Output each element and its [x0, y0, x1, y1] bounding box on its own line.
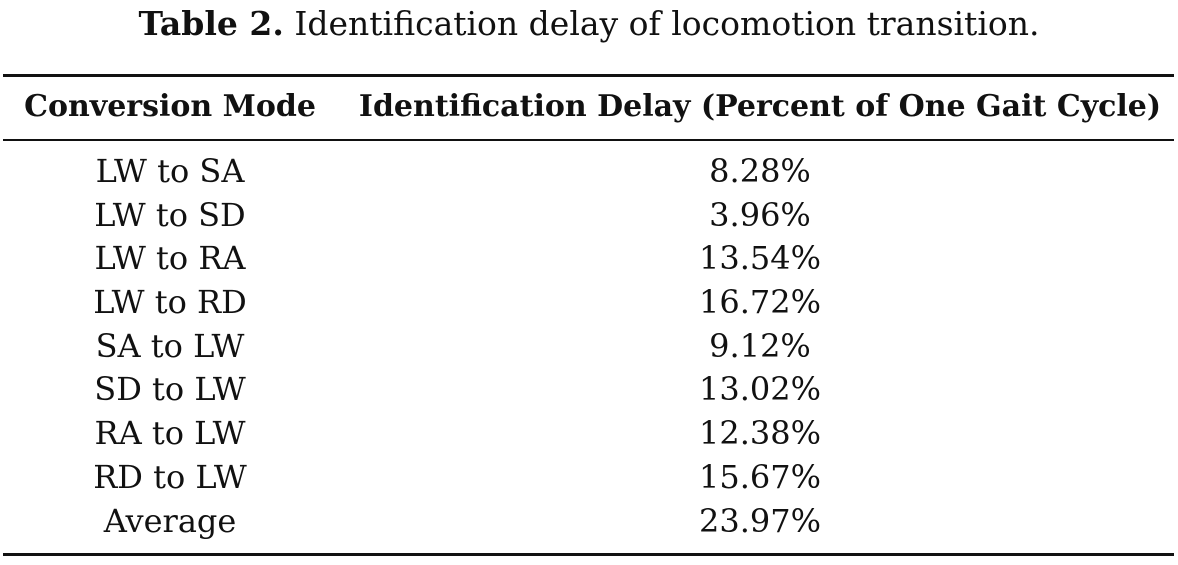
conversion-mode-cell: Average: [103, 501, 237, 540]
conversion-mode-cell: RD to LW: [93, 457, 247, 496]
conversion-mode-cell: SA to LW: [95, 326, 245, 365]
identification-delay-cell: 13.54%: [698, 239, 821, 278]
identification-delay-cell: 8.28%: [709, 152, 811, 190]
conversion-mode-cell: LW to RA: [94, 239, 246, 278]
identification-delay-cell: 15.67%: [698, 457, 821, 496]
conversion-mode-cell: RA to LW: [94, 414, 246, 453]
table-row: RA to LW 12.38%: [0, 412, 1178, 456]
conversion-mode-cell: LW to SD: [94, 195, 246, 234]
table-header-rule: [3, 139, 1174, 141]
caption-label: Table 2.: [138, 4, 284, 43]
column-header-identification-delay: Identification Delay (Percent of One Gai…: [358, 89, 1162, 124]
table-row-average: Average 23.97%: [0, 500, 1178, 544]
conversion-mode-cell: LW to SA: [95, 152, 245, 190]
table-row: LW to SD 3.96%: [0, 194, 1178, 238]
identification-delay-cell: 12.38%: [698, 414, 821, 453]
table-row: LW to SA 8.28%: [0, 150, 1178, 194]
identification-delay-cell: 16.72%: [698, 283, 821, 322]
identification-delay-cell: 13.02%: [698, 370, 821, 409]
table-row: LW to RA 13.54%: [0, 237, 1178, 281]
conversion-mode-cell: SD to LW: [94, 370, 246, 409]
conversion-mode-cell: LW to RD: [93, 283, 247, 322]
table-bottom-rule: [3, 553, 1174, 556]
identification-delay-cell: 23.97%: [698, 501, 821, 540]
table-body: LW to SA 8.28% LW to SD 3.96% LW to RA 1…: [0, 150, 1178, 543]
table-row: SD to LW 13.02%: [0, 368, 1178, 412]
column-header-conversion-mode: Conversion Mode: [24, 89, 316, 124]
caption-text: Identification delay of locomotion trans…: [294, 4, 1040, 43]
table-row: RD to LW 15.67%: [0, 456, 1178, 500]
table-row: LW to RD 16.72%: [0, 281, 1178, 325]
identification-delay-cell: 9.12%: [709, 326, 811, 365]
table-row: SA to LW 9.12%: [0, 325, 1178, 369]
table-caption: Table 2. Identification delay of locomot…: [0, 2, 1178, 46]
identification-delay-cell: 3.96%: [709, 195, 811, 234]
table-top-rule: [3, 74, 1174, 77]
